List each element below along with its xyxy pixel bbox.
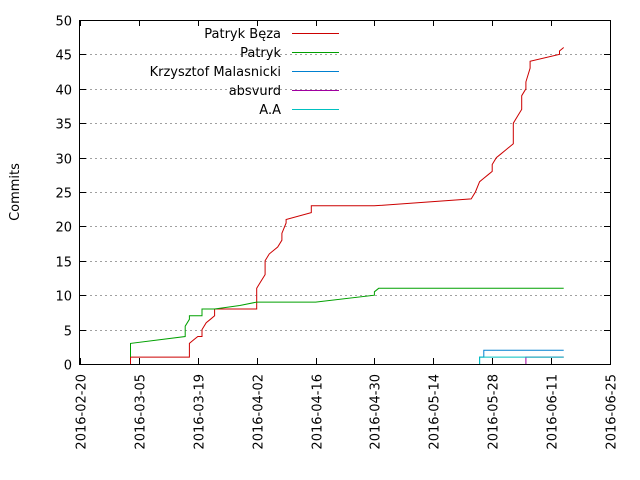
- x-tick-label: 2016-06-25: [605, 374, 620, 450]
- y-tick-label: 30: [55, 153, 72, 168]
- y-tick-label: 45: [55, 49, 72, 64]
- y-tick-label: 5: [64, 325, 72, 340]
- x-tick-label: 2016-02-20: [75, 374, 90, 450]
- axis-ticks: [80, 20, 611, 365]
- series-line-1: [130, 287, 564, 358]
- y-tick-label: 50: [55, 15, 72, 30]
- y-axis-title: Commits: [8, 163, 23, 221]
- x-tick-label: 2016-04-02: [252, 374, 267, 450]
- x-tick-label: 2016-05-14: [428, 374, 443, 450]
- y-tick-label: 15: [55, 256, 72, 271]
- y-tick-label: 25: [55, 187, 72, 202]
- x-tick-label: 2016-05-28: [487, 374, 502, 450]
- legend-label: A.A: [259, 103, 281, 118]
- x-tick-label: 2016-03-05: [134, 374, 149, 450]
- x-tick-label: 2016-04-16: [311, 374, 326, 450]
- y-tick-label: 40: [55, 84, 72, 99]
- y-tick-label: 10: [55, 290, 72, 305]
- x-axis-tick-labels: 2016-02-20 2016-03-05 2016-03-19 2016-04-02…: [75, 374, 620, 450]
- x-tick-label: 2016-04-30: [369, 374, 384, 450]
- legend-label: absvurd: [229, 84, 281, 99]
- series-line-4: [479, 356, 564, 364]
- x-tick-label: 2016-03-19: [193, 374, 208, 450]
- y-axis-tick-labels: 0 5 10 15 20 25 30 35 40 45 50: [55, 15, 72, 374]
- y-tick-label: 35: [55, 118, 72, 133]
- legend: Patryk Bęza Patryk Krzysztof Malasnicki abs…: [150, 27, 339, 118]
- y-tick-label: 0: [64, 359, 72, 374]
- grid-lines: [80, 54, 610, 331]
- legend-label: Patryk: [240, 46, 281, 61]
- series-lines: [130, 47, 565, 364]
- plot-frame: [79, 20, 611, 365]
- series-line-0: [130, 47, 565, 364]
- series-line-3: [525, 356, 564, 364]
- y-tick-label: 20: [55, 221, 72, 236]
- legend-label: Patryk Bęza: [204, 27, 281, 42]
- x-tick-label: 2016-06-11: [546, 374, 561, 450]
- legend-label: Krzysztof Malasnicki: [150, 65, 281, 80]
